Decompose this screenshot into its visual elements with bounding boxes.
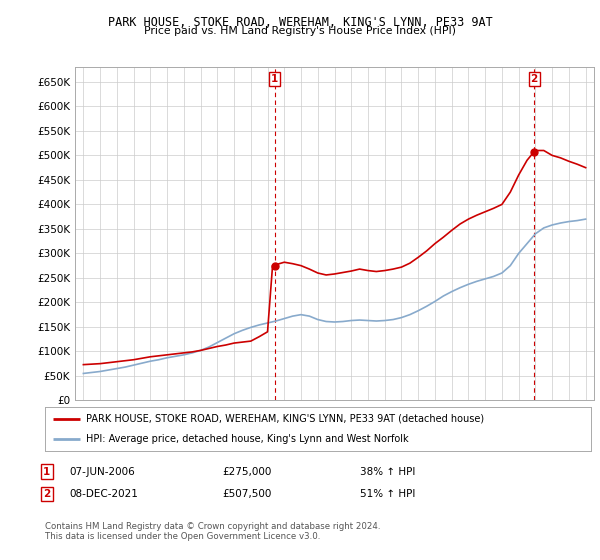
- Text: PARK HOUSE, STOKE ROAD, WEREHAM, KING'S LYNN, PE33 9AT: PARK HOUSE, STOKE ROAD, WEREHAM, KING'S …: [107, 16, 493, 29]
- Text: 2: 2: [530, 74, 538, 84]
- Text: 08-DEC-2021: 08-DEC-2021: [69, 489, 138, 499]
- Text: 38% ↑ HPI: 38% ↑ HPI: [360, 466, 415, 477]
- Text: 51% ↑ HPI: 51% ↑ HPI: [360, 489, 415, 499]
- Text: 07-JUN-2006: 07-JUN-2006: [69, 466, 135, 477]
- Text: £507,500: £507,500: [222, 489, 271, 499]
- Text: 1: 1: [271, 74, 278, 84]
- Text: 2: 2: [43, 489, 50, 499]
- Text: 1: 1: [43, 466, 50, 477]
- Text: Contains HM Land Registry data © Crown copyright and database right 2024.
This d: Contains HM Land Registry data © Crown c…: [45, 522, 380, 542]
- Text: £275,000: £275,000: [222, 466, 271, 477]
- Text: HPI: Average price, detached house, King's Lynn and West Norfolk: HPI: Average price, detached house, King…: [86, 434, 409, 444]
- Text: PARK HOUSE, STOKE ROAD, WEREHAM, KING'S LYNN, PE33 9AT (detached house): PARK HOUSE, STOKE ROAD, WEREHAM, KING'S …: [86, 414, 484, 424]
- Text: Price paid vs. HM Land Registry's House Price Index (HPI): Price paid vs. HM Land Registry's House …: [144, 26, 456, 36]
